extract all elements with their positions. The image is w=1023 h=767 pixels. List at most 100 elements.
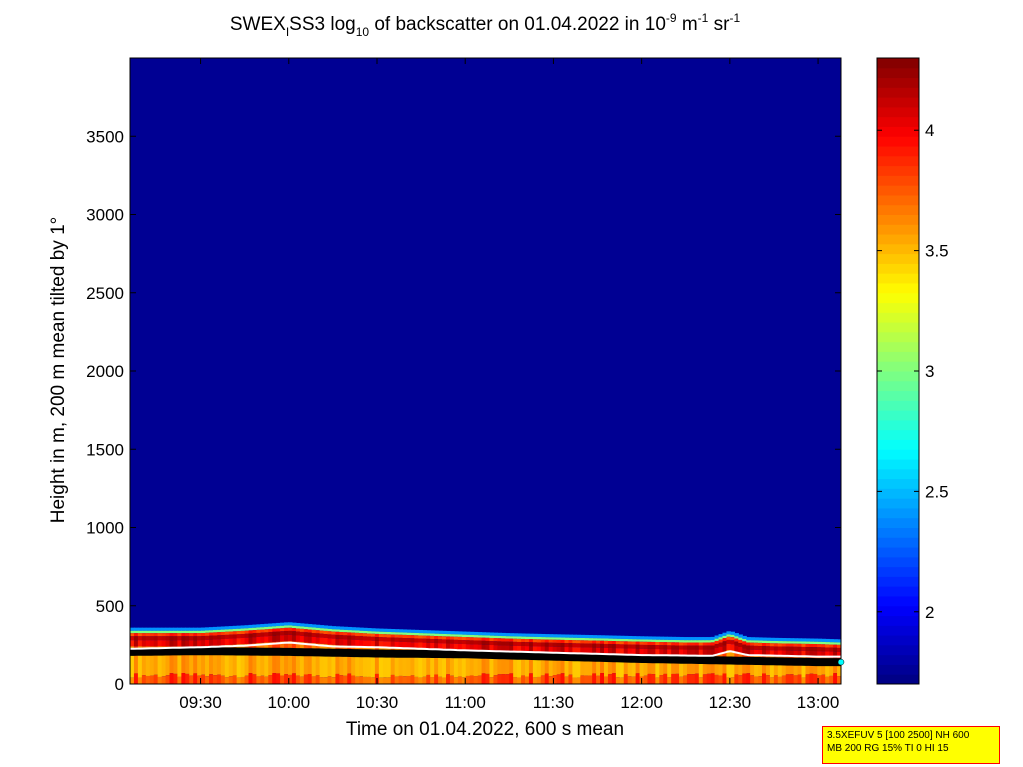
backscatter-cell [805, 641, 810, 644]
backscatter-cell [477, 644, 483, 651]
backscatter-cell [718, 642, 724, 647]
backscatter-cell [556, 642, 562, 647]
backscatter-cell [809, 643, 814, 648]
backscatter-cell [327, 625, 333, 629]
colorbar-stripe [877, 635, 919, 646]
backscatter-cell [679, 676, 684, 684]
backscatter-cell [837, 647, 841, 652]
backscatter-cell [560, 646, 566, 654]
backscatter-cell [706, 640, 712, 643]
backscatter-cell [560, 634, 566, 638]
backscatter-cell [679, 649, 684, 656]
backscatter-cell [817, 638, 822, 642]
backscatter-cell [604, 640, 609, 644]
backscatter-cell [734, 651, 739, 659]
backscatter-cell [556, 634, 562, 638]
backscatter-cell [189, 675, 194, 684]
backscatter-cell [335, 652, 340, 674]
backscatter-cell [821, 641, 826, 645]
backscatter-cell [671, 645, 676, 650]
backscatter-cell [481, 644, 487, 651]
backscatter-cell [651, 662, 656, 675]
backscatter-cell [335, 673, 340, 684]
backscatter-cell [600, 638, 605, 641]
backscatter-cell [339, 645, 344, 653]
backscatter-cell [280, 635, 285, 642]
backscatter-cell [165, 675, 171, 684]
backscatter-cell [564, 660, 570, 677]
backscatter-cell [584, 640, 589, 644]
backscatter-cell [663, 673, 668, 684]
backscatter-cell [319, 637, 325, 644]
backscatter-cell [501, 632, 506, 637]
backscatter-cell [446, 630, 451, 635]
colorbar-stripe [877, 263, 919, 274]
backscatter-cell [509, 636, 514, 639]
backscatter-cell [449, 636, 455, 640]
y-tick-label: 1500 [86, 440, 124, 459]
backscatter-cell [438, 633, 443, 637]
backscatter-cell [683, 662, 688, 676]
backscatter-cell [153, 653, 159, 675]
backscatter-cell [781, 650, 787, 657]
backscatter-cell [351, 635, 356, 640]
backscatter-cell [675, 640, 680, 643]
backscatter-cell [252, 674, 257, 684]
backscatter-cell [280, 631, 285, 636]
backscatter-cell [769, 677, 775, 684]
backscatter-cell [359, 640, 364, 647]
backscatter-cell [398, 641, 404, 649]
backscatter-cell [141, 636, 147, 641]
colorbar-stripe [877, 331, 919, 343]
backscatter-cell [489, 632, 494, 636]
backscatter-cell [651, 636, 656, 640]
backscatter-cell [402, 634, 408, 639]
backscatter-cell [244, 625, 250, 629]
backscatter-cell [607, 635, 613, 639]
backscatter-cell [505, 658, 510, 675]
backscatter-cell [726, 677, 731, 684]
backscatter-cell [426, 630, 431, 634]
colorbar-stripe [877, 654, 919, 665]
backscatter-cell [623, 639, 629, 642]
backscatter-cell [742, 635, 747, 640]
backscatter-cell [667, 649, 672, 656]
backscatter-cell [465, 631, 471, 635]
backscatter-cell [331, 651, 336, 678]
backscatter-cell [525, 646, 530, 653]
backscatter-cell [607, 638, 613, 641]
backscatter-cell [667, 645, 672, 650]
x-tick-label: 12:30 [709, 693, 752, 712]
backscatter-cell [177, 636, 182, 641]
backscatter-cell [536, 639, 542, 643]
backscatter-cell [619, 644, 625, 649]
backscatter-cell [635, 641, 641, 645]
backscatter-cell [690, 649, 696, 656]
backscatter-cell [580, 643, 585, 648]
backscatter-cell [295, 641, 301, 649]
backscatter-cell [635, 648, 641, 655]
backscatter-cell [347, 626, 352, 631]
backscatter-cell [604, 661, 609, 677]
backscatter-cell [457, 631, 463, 635]
y-tick-label: 3500 [86, 127, 124, 146]
backscatter-cell [307, 627, 313, 630]
backscatter-cell [430, 635, 435, 640]
backscatter-cell [651, 649, 656, 656]
backscatter-cell [315, 627, 321, 631]
backscatter-cell [272, 626, 277, 629]
colorbar-tick-label: 3 [925, 362, 934, 381]
backscatter-cell [556, 660, 562, 675]
backscatter-cell [726, 631, 731, 635]
backscatter-cell [303, 642, 309, 650]
backscatter-cell [690, 662, 696, 675]
backscatter-cell [378, 634, 384, 638]
backscatter-cell [335, 645, 340, 653]
backscatter-cell [465, 637, 471, 641]
backscatter-cell [197, 653, 202, 676]
backscatter-cell [386, 654, 392, 678]
backscatter-cell [256, 650, 261, 677]
backscatter-cell [627, 644, 633, 649]
backscatter-cell [619, 661, 625, 678]
colorbar-stripe [877, 674, 919, 685]
